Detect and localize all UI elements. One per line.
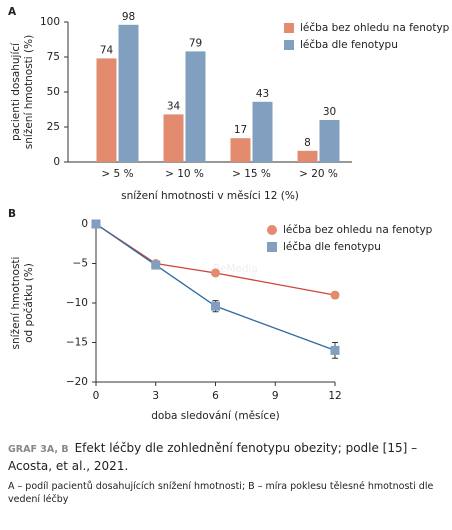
point (91, 219, 101, 229)
x-tick-label: 9 (272, 390, 279, 402)
legend-label: léčba bez ohledu na fenotyp (283, 224, 433, 236)
bar (252, 101, 273, 162)
legend-marker (267, 225, 277, 235)
legend-label: léčba bez ohledu na fenotyp (300, 22, 450, 34)
y-axis-label: snížení hmotnosti (10, 257, 22, 350)
legend-label: léčba dle fenotypu (283, 241, 381, 253)
panel-label: A (8, 6, 17, 18)
x-tick-label: 12 (328, 390, 341, 402)
caption: GRAF 3A, B Efekt léčby dle zohlednění fen… (8, 440, 444, 506)
y-tick-label: −5 (73, 258, 88, 270)
panel-label: B (8, 208, 16, 220)
x-tick-label: > 15 % (232, 168, 271, 180)
value-label: 8 (304, 137, 311, 149)
value-label: 17 (234, 124, 247, 136)
watermark: ReMedia (213, 263, 258, 275)
x-tick-label: 0 (93, 390, 100, 402)
y-tick-label: 100 (40, 16, 60, 28)
y-axis-label: od počátku (%) (23, 263, 35, 343)
line (95, 223, 336, 352)
caption-title: Efekt léčby dle zohlednění fenotypu obez… (8, 441, 418, 473)
legend-marker (284, 23, 294, 33)
x-tick-label: > 10 % (165, 168, 204, 180)
point (151, 260, 161, 270)
x-axis-label: doba sledování (měsíce) (151, 410, 280, 422)
bar (118, 24, 139, 162)
caption-note: A – podíl pacientů dosahujících snížení … (8, 481, 434, 505)
legend-label: léčba dle fenotypu (300, 39, 398, 51)
y-tick-label: 50 (47, 86, 60, 98)
y-tick-label: −20 (66, 376, 88, 388)
bar (319, 120, 340, 162)
y-tick-label: 75 (47, 51, 60, 63)
point (211, 301, 220, 311)
y-tick-label: 0 (53, 156, 60, 168)
x-axis-label: snížení hmotnosti v měsíci 12 (%) (121, 190, 299, 202)
value-label: 74 (100, 44, 114, 56)
y-axis-label: pacienti dosahující (10, 42, 22, 141)
value-label: 98 (122, 11, 135, 23)
y-tick-label: 0 (81, 218, 88, 230)
y-tick-label: −10 (66, 297, 88, 309)
x-tick-label: > 20 % (299, 168, 338, 180)
value-label: 34 (167, 100, 181, 112)
value-label: 43 (256, 88, 269, 100)
legend-marker (267, 242, 277, 252)
x-tick-label: 6 (212, 390, 219, 402)
point (330, 290, 340, 300)
x-tick-label: > 5 % (101, 168, 133, 180)
bar (163, 114, 184, 162)
legend-marker (284, 40, 294, 50)
value-label: 30 (323, 106, 336, 118)
y-tick-label: −15 (66, 337, 88, 349)
y-axis-label: snížení hmotnosti (%) (23, 35, 35, 149)
point (330, 345, 340, 355)
bar (230, 138, 251, 162)
bar (96, 58, 117, 162)
value-label: 79 (189, 37, 202, 49)
bar (297, 150, 318, 162)
x-tick-label: 3 (152, 390, 159, 402)
point (211, 268, 220, 278)
caption-label: GRAF 3A, B (8, 444, 69, 455)
y-tick-label: 25 (47, 121, 60, 133)
bar (185, 51, 206, 162)
line (95, 223, 336, 296)
